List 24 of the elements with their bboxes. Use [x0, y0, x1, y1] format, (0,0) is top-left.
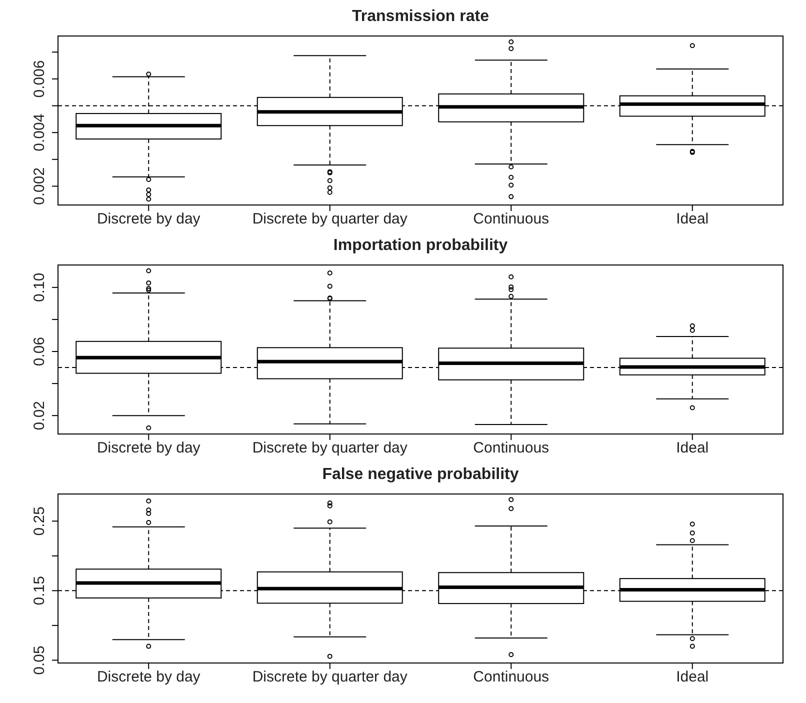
y-tick-label: 0.15 [31, 576, 48, 606]
y-tick-label: 0.004 [31, 114, 48, 152]
chart-title: Transmission rate [351, 8, 490, 27]
y-tick-label: 0.10 [31, 272, 48, 302]
x-tick-label: Continuous [473, 668, 550, 686]
x-tick-label: Continuous [473, 210, 550, 228]
x-tick-label: Discrete by quarter day [252, 668, 408, 686]
x-tick-label: Ideal [676, 210, 709, 228]
x-tick-label: Discrete by day [96, 668, 201, 686]
x-tick-label: Discrete by quarter day [252, 440, 408, 457]
x-tick-label: Discrete by day [96, 210, 201, 228]
x-tick-label: Ideal [676, 440, 709, 457]
y-tick-label: 0.006 [31, 60, 48, 98]
chart-title: Importation probability [332, 237, 509, 256]
x-tick-label: Continuous [473, 440, 550, 457]
x-tick-label: Ideal [676, 668, 709, 686]
y-tick-label: 0.05 [31, 646, 48, 675]
x-tick-label: Discrete by day [96, 440, 201, 457]
x-tick-label: Discrete by quarter day [252, 210, 408, 228]
chart-title: False negative probability [321, 466, 520, 485]
y-tick-label: 0.002 [31, 167, 48, 205]
y-tick-label: 0.06 [31, 336, 48, 366]
y-tick-label: 0.25 [31, 506, 48, 536]
y-tick-label: 0.02 [31, 400, 48, 430]
